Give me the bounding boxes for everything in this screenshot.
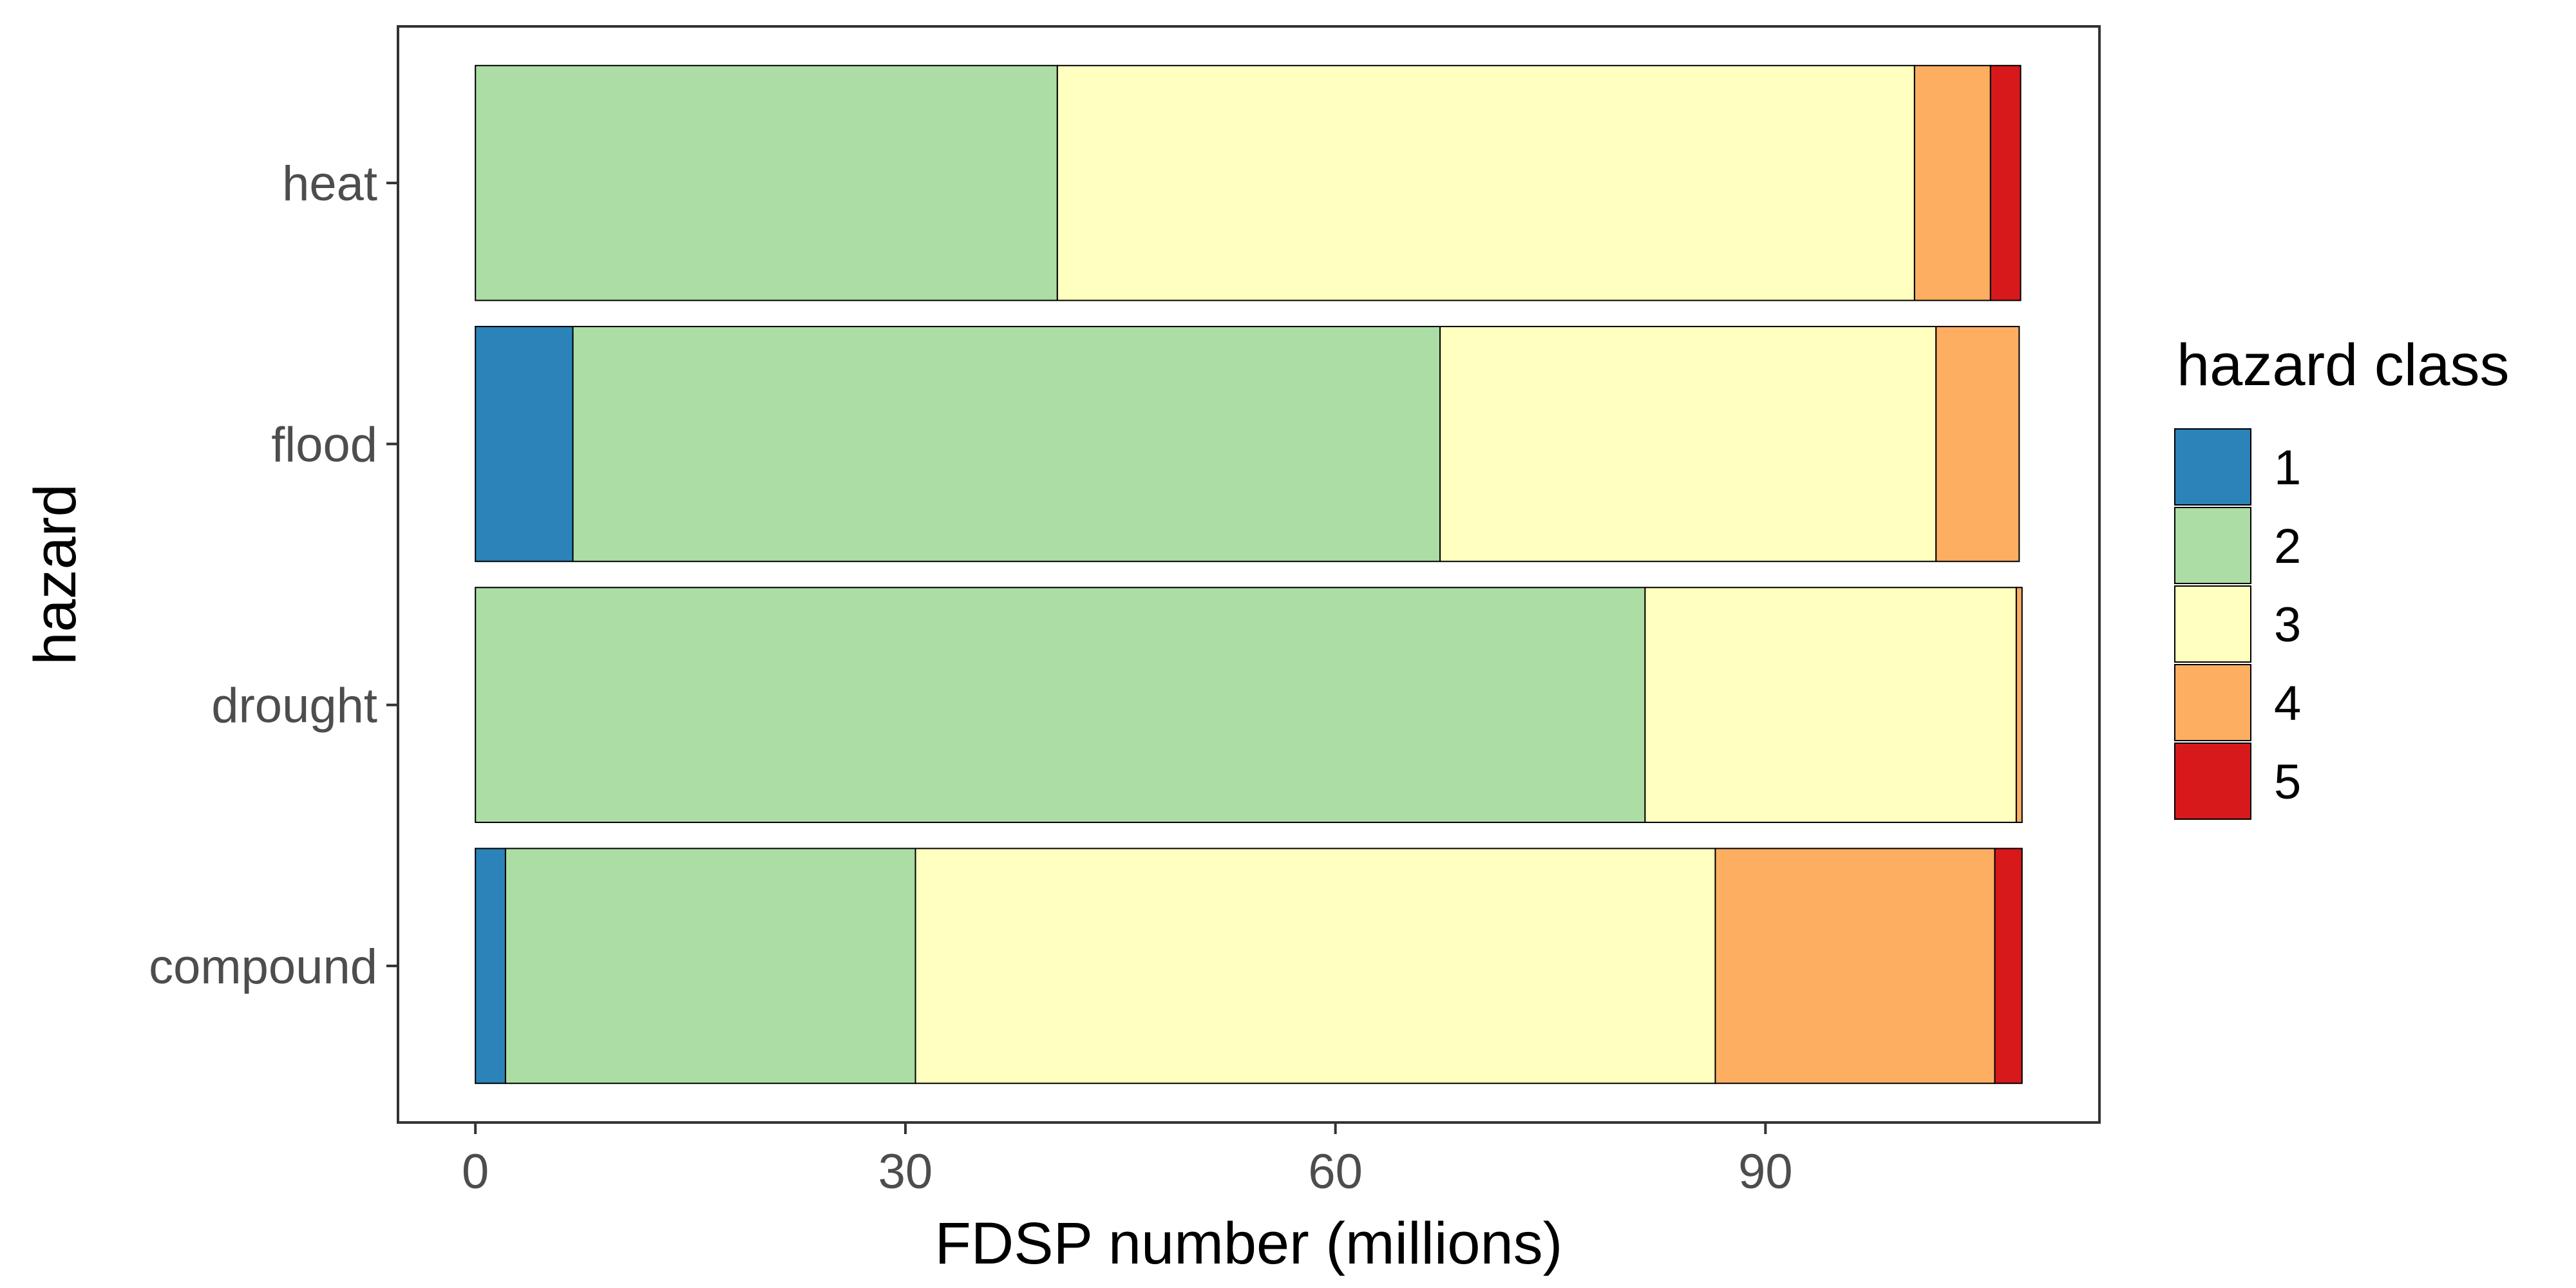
bar-flood-class-3: [1439, 326, 1937, 562]
x-axis-title: FDSP number (millions): [935, 1211, 1563, 1276]
y-axis-title: hazard: [23, 484, 88, 665]
bar-compound-class-5: [1994, 848, 2023, 1084]
bar-heat-class-5: [1989, 64, 2022, 301]
bar-heat-class-3: [1056, 64, 1915, 301]
legend-label-4: 4: [2274, 676, 2301, 731]
bar-compound-class-3: [914, 848, 1716, 1084]
legend-title: hazard class: [2177, 332, 2509, 398]
bar-flood-class-4: [1935, 326, 2020, 562]
y-tick-label-flood: flood: [271, 417, 377, 472]
y-tick-label-compound: compound: [149, 940, 377, 994]
legend-label-5: 5: [2274, 755, 2301, 810]
legend-key-1: [2174, 428, 2251, 506]
x-tick-label-30: 30: [878, 1144, 933, 1199]
bar-drought-class-4: [2015, 587, 2023, 823]
legend: hazard class 1 2 3 4 5: [2174, 332, 2509, 820]
bar-drought-class-2: [475, 587, 1646, 823]
x-tick-label-0: 0: [462, 1144, 489, 1199]
legend-label-1: 1: [2274, 440, 2301, 495]
legend-key-4: [2174, 664, 2251, 741]
bar-heat-class-4: [1913, 64, 1991, 301]
bar-drought-class-3: [1644, 587, 2017, 823]
legend-key-2: [2174, 507, 2251, 584]
legend-label-3: 3: [2274, 598, 2301, 652]
bar-compound-class-2: [504, 848, 916, 1084]
legend-label-2: 2: [2274, 519, 2301, 574]
bar-flood-class-2: [572, 326, 1441, 562]
bars-group: [475, 64, 2023, 1084]
x-tick-label-60: 60: [1308, 1144, 1363, 1199]
y-tick-label-drought: drought: [211, 679, 377, 734]
y-tick-label-heat: heat: [282, 156, 377, 211]
bar-heat-class-2: [475, 64, 1058, 301]
bar-compound-class-4: [1714, 848, 1996, 1084]
legend-key-3: [2174, 585, 2251, 663]
legend-key-5: [2174, 743, 2251, 820]
bar-flood-class-1: [475, 326, 574, 562]
x-axis: 0 30 60 90: [462, 1122, 1793, 1199]
bar-compound-class-1: [475, 848, 506, 1084]
y-axis: heat flood drought compound: [149, 156, 398, 994]
x-tick-label-90: 90: [1738, 1144, 1793, 1199]
